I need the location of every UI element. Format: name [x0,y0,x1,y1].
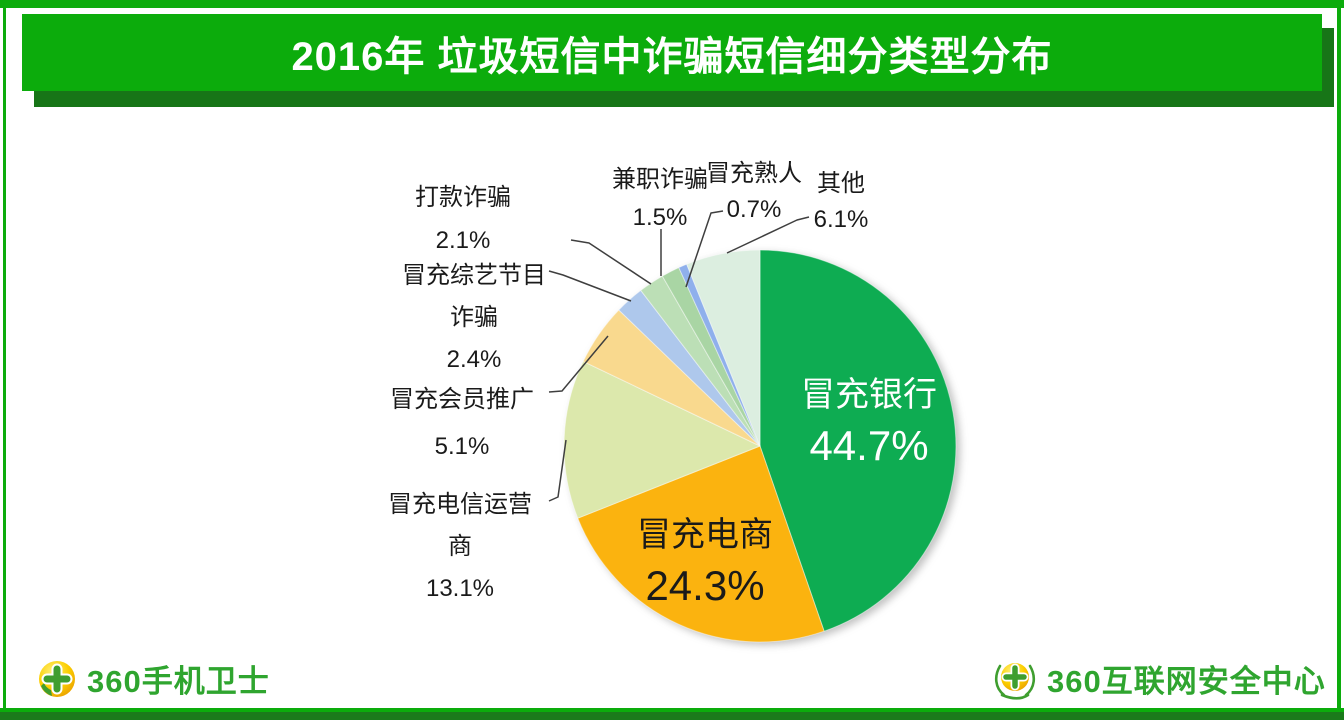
pie-label-maochong-shuren: 冒充熟人 0.7% [674,156,834,228]
pie-label-maochong-yinhang: 冒充银行 44.7% [759,372,979,474]
pie-label-dianxin-yunyingshang: 冒充电信运营商 13.1% [380,484,540,610]
pie-label-name: 冒充会员推广 [390,386,534,413]
pie-label-value: 44.7% [809,422,929,469]
pie-label-name: 冒充熟人 [706,160,802,187]
pie-label-zongyi-zhapian: 冒充综艺节目诈骗 2.4% [394,255,554,381]
leader-line [685,210,724,288]
pie-label-name: 冒充银行 [801,376,937,414]
pie-slice-7 [661,267,761,447]
pie-label-dakuan-zhapian: 打款诈骗 2.1% [383,176,543,262]
pie-slice-9 [686,249,761,447]
pie-slices [563,249,957,643]
360-laurel-ball-icon [994,662,1036,700]
pie-label-maochong-dianshang: 冒充电商 24.3% [595,512,815,614]
leader-line [726,216,810,254]
leader-line [570,239,652,285]
pie-label-value: 2.4% [446,346,502,373]
footer-brand-right-text: 360互联网安全中心 [1047,664,1326,699]
footer-brand-right: 360互联网安全中心 [992,656,1326,701]
frame-border-left [3,8,6,712]
pie-label-name: 兼职诈骗 [612,166,708,193]
pie-slice-2 [577,445,825,643]
leader-line [548,439,567,502]
frame-border-bottom [0,708,1344,712]
pie-label-value: 1.5% [632,204,688,231]
pie-label-name: 其他 [817,170,865,197]
leader-line [548,270,632,302]
frame-border-bottom-shadow [0,712,1344,720]
pie-slice-1 [759,249,957,632]
footer-brand-left-text: 360手机卫士 [87,664,270,699]
pie-label-value: 2.1% [435,227,491,254]
leader-line [548,335,609,393]
pie-slice-4 [582,309,761,447]
page-title: 2016年 垃圾短信中诈骗短信细分类型分布 [291,34,1053,79]
pie-label-value: 0.7% [726,196,782,223]
pie-label-value: 6.1% [813,206,869,233]
pie-label-huiyuan-tuiguang: 冒充会员推广 5.1% [382,376,542,470]
360-ball-cross-icon [39,660,75,697]
pie-slice-8 [678,263,761,447]
frame-border-right [1337,8,1341,712]
pie-label-jianzhi-zhapian: 兼职诈骗 1.5% [580,161,740,237]
pie-label-name: 冒充电商 [637,516,773,554]
title-banner: 2016年 垃圾短信中诈骗短信细分类型分布 [22,14,1322,91]
pie-label-name: 打款诈骗 [415,184,511,211]
pie-label-value: 24.3% [645,562,765,609]
pie-label-value: 5.1% [434,433,490,460]
pie-label-value: 13.1% [425,575,495,602]
pie-label-qita: 其他 6.1% [761,166,921,238]
footer-brand-left: 360手机卫士 [36,656,270,701]
pie-label-name: 冒充综艺节目诈骗 [402,262,546,331]
pie-label-name: 冒充电信运营商 [388,491,532,560]
pie-slice-6 [640,275,761,447]
frame-border-top [0,0,1344,8]
